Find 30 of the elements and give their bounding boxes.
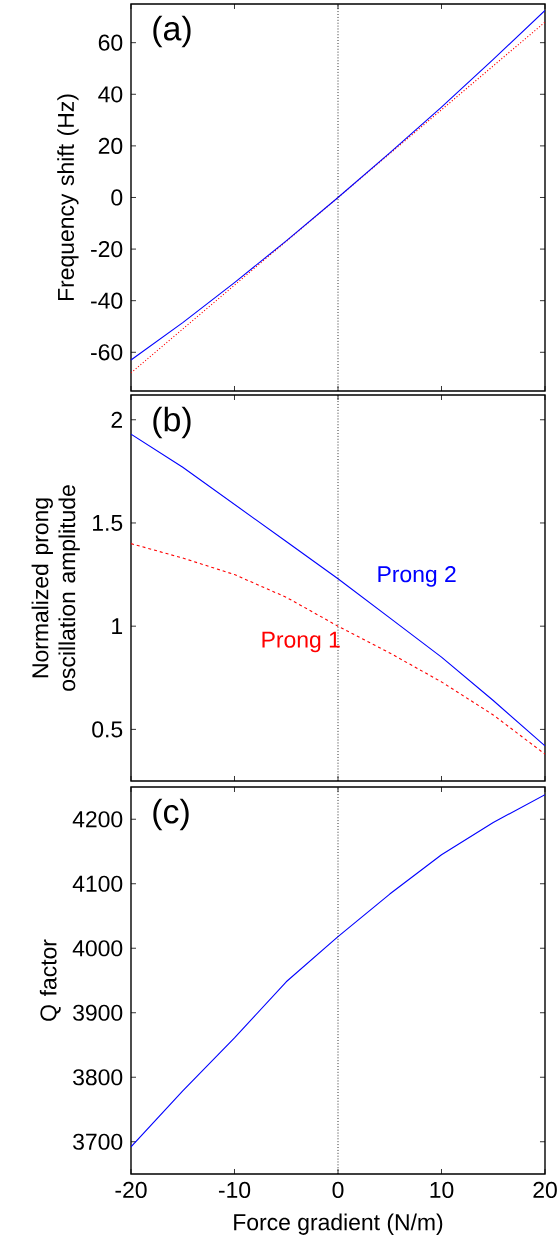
x-tick-label: 10 [430,1181,454,1199]
y-tick-label: 4000 [72,940,123,957]
series-label: Prong 2 [378,566,456,587]
y-tick-label: -20 [91,240,123,258]
y-tick-label: 3700 [73,1133,123,1150]
y-axis-title: Q factor [39,939,61,1021]
y-tick-label: 0 [111,189,123,206]
y-tick-label: 2 [111,411,123,428]
x-tick-label: 20 [533,1181,557,1199]
annotation: (a) [153,15,191,48]
annotation: (b) [153,406,191,439]
y-axis-title: Frequency shift (Hz) [57,94,79,301]
y-tick-label: 0.5 [92,721,123,738]
y-tick-label: 3800 [73,1069,123,1086]
y-tick-label: 20 [98,137,123,154]
series-label: Prong 1 [262,631,340,653]
y-axis-title: Normalized prong oscillation amplitude [31,485,80,691]
annotation: (c) [153,798,189,831]
x-tick-label: 0 [332,1181,344,1199]
y-tick-label: 4100 [72,875,123,892]
y-tick-label: -40 [91,292,123,309]
x-axis-title: Force gradient (N/m) [234,1213,443,1235]
y-tick-label: 1.5 [93,514,123,531]
y-tick-label: -60 [91,344,123,361]
x-tick-label: -10 [218,1181,251,1199]
y-tick-label: 1 [112,618,123,635]
y-tick-label: 4200 [72,811,123,828]
y-tick-label: 3900 [73,1004,123,1021]
y-tick-label: 40 [98,86,123,103]
y-tick-label: 60 [98,34,123,51]
